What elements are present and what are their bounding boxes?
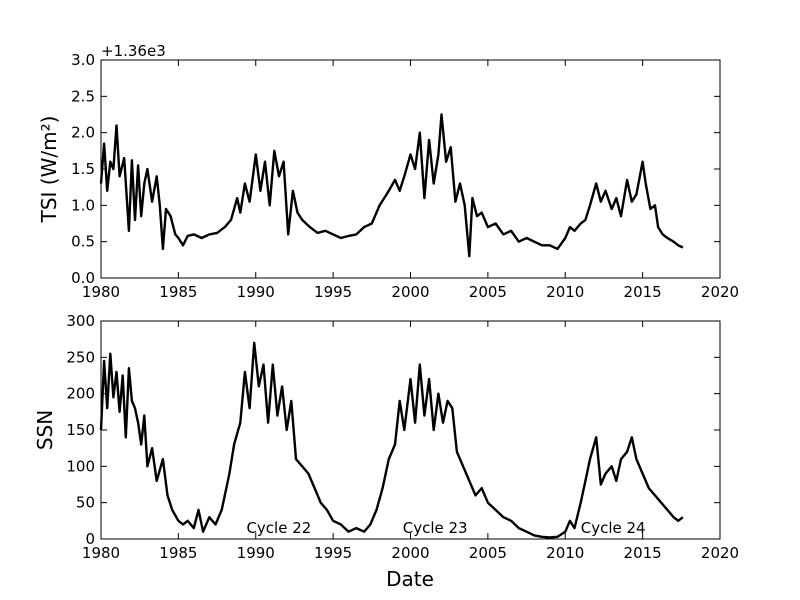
cycle-annotation: Cycle 24 xyxy=(581,519,646,537)
tsi-xtick-label: 1980 xyxy=(82,283,120,301)
ssn-axes-frame xyxy=(100,320,721,540)
ssn-xtick-label: 2015 xyxy=(624,544,662,562)
x-axis-label: Date xyxy=(386,567,434,591)
ssn-ytick-label: 300 xyxy=(66,312,95,330)
cycle-annotation: Cycle 22 xyxy=(246,519,311,537)
tsi-ytick-label: 2.5 xyxy=(71,87,95,105)
tsi-ytick-label: 0.5 xyxy=(71,233,95,251)
ssn-ytick-label: 50 xyxy=(76,494,95,512)
tsi-xtick-label: 2015 xyxy=(624,283,662,301)
tsi-xtick-label: 2005 xyxy=(469,283,507,301)
ssn-ylabel: SSN xyxy=(33,410,57,450)
tsi-ylabel: TSI (W/m²) xyxy=(37,116,61,224)
ssn-ytick-label: 0 xyxy=(85,530,95,548)
ssn-panel: 1980 1985 1990 1995 2000 2005 2010 2015 2020 0 50 1… xyxy=(33,312,739,591)
ssn-ticks: 1980 1985 1990 1995 2000 2005 2010 2015 2020 0 50 1… xyxy=(66,312,739,562)
ssn-ytick-label: 250 xyxy=(66,348,95,366)
tsi-xtick-label: 1990 xyxy=(237,283,275,301)
tsi-ytick-label: 2.0 xyxy=(71,124,95,142)
ssn-xtick-label: 1995 xyxy=(314,544,352,562)
tsi-ytick-label: 1.0 xyxy=(71,196,95,214)
tsi-xtick-label: 1985 xyxy=(159,283,197,301)
ssn-series-line xyxy=(99,341,684,539)
tsi-ytick-label: 3.0 xyxy=(71,51,95,69)
tsi-ytick-label: 0.0 xyxy=(71,269,95,287)
tsi-xtick-label: 2020 xyxy=(701,283,739,301)
tsi-panel: 1980 1985 1990 1995 2000 2005 2010 2015 2020 0.0 0… xyxy=(37,42,739,301)
tsi-xtick-label: 2010 xyxy=(546,283,584,301)
ssn-ytick-label: 150 xyxy=(66,421,95,439)
ssn-xtick-label: 2005 xyxy=(469,544,507,562)
ssn-xtick-label: 2010 xyxy=(546,544,584,562)
ssn-ytick-label: 200 xyxy=(66,385,95,403)
tsi-series-line xyxy=(99,113,684,258)
ssn-xtick-label: 2020 xyxy=(701,544,739,562)
tsi-ticks: 1980 1985 1990 1995 2000 2005 2010 2015 2020 0.0 0… xyxy=(71,51,739,301)
tsi-xtick-label: 1995 xyxy=(314,283,352,301)
ssn-xtick-label: 1980 xyxy=(82,544,120,562)
tsi-offset-text: +1.36e3 xyxy=(101,42,166,60)
tsi-xtick-label: 2000 xyxy=(391,283,429,301)
cycle-annotation: Cycle 23 xyxy=(403,519,468,537)
ssn-ytick-label: 100 xyxy=(66,457,95,475)
ssn-xtick-label: 1990 xyxy=(237,544,275,562)
tsi-ytick-label: 1.5 xyxy=(71,160,95,178)
ssn-xtick-label: 2000 xyxy=(391,544,429,562)
tsi-axes-frame xyxy=(100,59,721,279)
cycle-annotations: Cycle 22 Cycle 23 Cycle 24 xyxy=(246,519,645,537)
ssn-xtick-label: 1985 xyxy=(159,544,197,562)
